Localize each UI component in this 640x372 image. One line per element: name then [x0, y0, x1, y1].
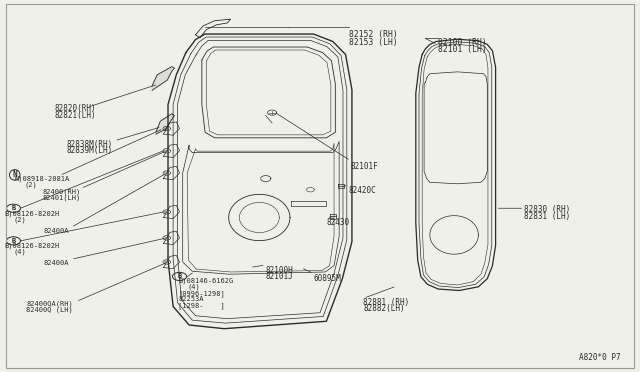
Text: 82401(LH): 82401(LH)	[42, 195, 81, 201]
Text: [1298-    ]: [1298- ]	[178, 303, 225, 310]
Text: N)08918-2081A: N)08918-2081A	[15, 176, 70, 182]
Text: N: N	[12, 170, 17, 179]
Text: 82400(RH): 82400(RH)	[42, 188, 81, 195]
Text: 82101 (LH): 82101 (LH)	[438, 45, 487, 54]
Text: 82420C: 82420C	[349, 186, 376, 195]
Text: B: B	[12, 238, 15, 244]
Text: 82830 (RH): 82830 (RH)	[524, 205, 571, 214]
Text: 82400Q (LH): 82400Q (LH)	[26, 307, 73, 313]
Text: 82430: 82430	[326, 218, 349, 227]
Text: (4): (4)	[188, 284, 200, 290]
Polygon shape	[156, 114, 174, 134]
Text: 82400QA(RH): 82400QA(RH)	[26, 300, 73, 307]
Text: 82101J: 82101J	[266, 272, 294, 281]
Text: A820*0 P7: A820*0 P7	[579, 353, 620, 362]
Text: (2): (2)	[25, 182, 38, 189]
Text: 82820(RH): 82820(RH)	[55, 105, 97, 113]
Text: B)08146-6162G: B)08146-6162G	[178, 278, 234, 284]
Text: 82400A: 82400A	[44, 228, 69, 234]
Text: 82400A: 82400A	[44, 260, 69, 266]
Text: B: B	[12, 205, 15, 211]
Text: 82101F: 82101F	[351, 162, 378, 171]
Text: 82839M(LH): 82839M(LH)	[67, 146, 113, 155]
Text: 82882(LH): 82882(LH)	[364, 304, 405, 313]
Text: 82152 (RH): 82152 (RH)	[349, 31, 397, 39]
Text: B)08126-8202H: B)08126-8202H	[4, 242, 59, 249]
Text: 82253A: 82253A	[178, 296, 204, 302]
Text: 82881 (RH): 82881 (RH)	[364, 298, 410, 307]
Text: (4): (4)	[13, 248, 26, 255]
Text: B: B	[177, 273, 182, 279]
Text: 82831 (LH): 82831 (LH)	[524, 212, 571, 221]
Text: 82100H: 82100H	[266, 266, 294, 275]
Text: 82821(LH): 82821(LH)	[55, 111, 97, 120]
Text: 60895M: 60895M	[314, 274, 341, 283]
Polygon shape	[152, 67, 174, 90]
Text: 82100 (RH): 82100 (RH)	[438, 38, 487, 47]
Text: (2): (2)	[13, 217, 26, 223]
Text: B)08126-8202H: B)08126-8202H	[4, 210, 59, 217]
Text: 82153 (LH): 82153 (LH)	[349, 38, 397, 47]
Text: 82838M(RH): 82838M(RH)	[67, 140, 113, 149]
Text: [0996-1298]: [0996-1298]	[178, 290, 225, 297]
